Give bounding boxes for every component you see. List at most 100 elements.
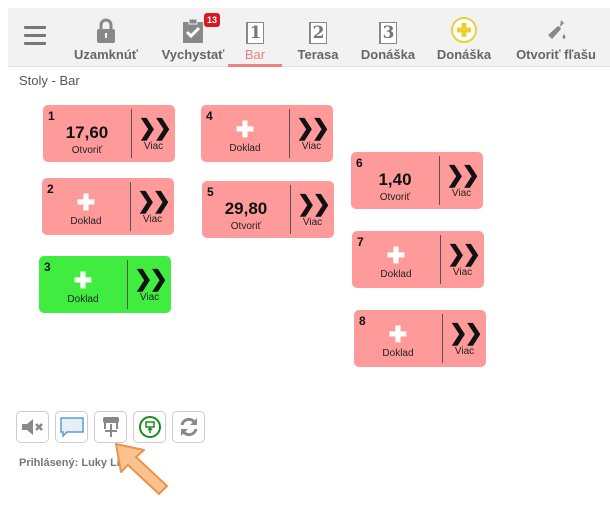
number-1-icon: 1	[246, 22, 264, 44]
plus-icon: ✚	[76, 190, 96, 215]
plus-circle-icon	[451, 17, 477, 43]
table-action-label: Doklad	[382, 348, 414, 359]
nav-label: Otvoriť fľašu	[516, 47, 596, 62]
pointer-arrow-icon	[115, 443, 168, 495]
table-number: 6	[356, 156, 363, 170]
table-number: 4	[206, 109, 213, 123]
nav-label: Uzamknúť	[73, 47, 139, 62]
table-card-2[interactable]: 2 ✚ Doklad ❯❯ Viac	[42, 178, 174, 235]
more-label: Viac	[142, 214, 163, 225]
more-label: Viac	[301, 141, 322, 152]
more-label: Viac	[143, 141, 164, 152]
table-action-label: Doklad	[67, 294, 99, 305]
more-button[interactable]: ❯❯ Viac	[131, 178, 174, 226]
more-button[interactable]: ❯❯ Viac	[128, 256, 171, 304]
table-number: 8	[359, 314, 366, 328]
double-chevron-right-icon: ❯❯	[297, 191, 331, 216]
table-action-button[interactable]: ✚ Doklad	[39, 256, 127, 313]
table-card-8[interactable]: 8 ✚ Doklad ❯❯ Viac	[354, 310, 486, 367]
double-chevron-right-icon: ❯❯	[137, 188, 171, 213]
table-card-5[interactable]: 5 29,80 Otvoriť ❯❯ Viac	[202, 181, 334, 238]
divider	[440, 235, 441, 284]
more-button[interactable]: ❯❯ Viac	[291, 181, 334, 229]
divider	[439, 156, 440, 205]
message-button[interactable]	[55, 411, 88, 443]
table-amount: 1,40	[378, 170, 412, 189]
divider	[127, 260, 128, 309]
nav-prepare[interactable]: 13 Vychystať	[148, 8, 238, 67]
divider	[130, 182, 131, 231]
refresh-button[interactable]	[172, 411, 205, 443]
plus-icon: ✚	[235, 117, 255, 142]
move-table-icon	[102, 417, 119, 437]
logged-in-user: Prihlásený: Luky LK	[19, 457, 125, 469]
more-button[interactable]: ❯❯ Viac	[440, 152, 483, 200]
transfer-icon	[138, 416, 161, 438]
move-table-button[interactable]	[94, 411, 127, 443]
table-action-label: Doklad	[70, 216, 102, 227]
nav-label: Vychystať	[161, 47, 225, 62]
table-action-button[interactable]: 29,80 Otvoriť	[202, 181, 290, 238]
table-action-button[interactable]: ✚ Doklad	[352, 231, 440, 288]
more-button[interactable]: ❯❯ Viac	[443, 310, 486, 358]
table-number: 7	[357, 235, 364, 249]
tab-bar[interactable]: 1 Bar	[228, 8, 282, 67]
hamburger-menu-icon[interactable]	[24, 26, 46, 46]
top-navbar: Uzamknúť 13 Vychystať 1 Bar 2 Terasa 3 D…	[8, 8, 610, 67]
nav-add-donaska[interactable]: Donáška	[433, 8, 495, 67]
plus-icon: ✚	[388, 322, 408, 347]
more-label: Viac	[302, 217, 323, 228]
nav-lock[interactable]: Uzamknúť	[66, 8, 146, 67]
tab-donaska[interactable]: 3 Donáška	[358, 8, 418, 67]
more-button[interactable]: ❯❯ Viac	[132, 105, 175, 153]
table-card-4[interactable]: 4 ✚ Doklad ❯❯ Viac	[201, 105, 333, 162]
table-card-6[interactable]: 6 1,40 Otvoriť ❯❯ Viac	[351, 152, 483, 209]
nav-open-bottle[interactable]: Otvoriť fľašu	[508, 8, 604, 67]
table-number: 3	[44, 260, 51, 274]
more-label: Viac	[454, 346, 475, 357]
mute-button[interactable]	[16, 411, 49, 443]
nav-label: Donáška	[436, 47, 492, 62]
table-action-button[interactable]: ✚ Doklad	[42, 178, 130, 235]
table-card-7[interactable]: 7 ✚ Doklad ❯❯ Viac	[352, 231, 484, 288]
more-label: Viac	[452, 267, 473, 278]
divider	[131, 109, 132, 158]
table-action-button[interactable]: ✚ Doklad	[201, 105, 289, 162]
double-chevron-right-icon: ❯❯	[296, 115, 330, 140]
plus-icon: ✚	[386, 243, 406, 268]
table-number: 2	[47, 182, 54, 196]
table-action-label: Otvoriť	[230, 221, 262, 232]
tab-terasa[interactable]: 2 Terasa	[290, 8, 346, 67]
nav-label: Bar	[244, 47, 266, 62]
more-button[interactable]: ❯❯ Viac	[441, 231, 484, 279]
table-action-button[interactable]: 1,40 Otvoriť	[351, 152, 439, 209]
number-3-icon: 3	[379, 22, 397, 44]
table-action-button[interactable]: ✚ Doklad	[354, 310, 442, 367]
table-number: 1	[48, 109, 55, 123]
more-button[interactable]: ❯❯ Viac	[290, 105, 333, 153]
plus-icon: ✚	[73, 268, 93, 293]
divider	[442, 314, 443, 363]
nav-label: Donáška	[360, 47, 416, 62]
table-amount: 17,60	[65, 123, 109, 142]
clipboard-check-icon	[183, 18, 203, 43]
transfer-button[interactable]	[133, 411, 166, 443]
table-amount: 29,80	[224, 199, 268, 218]
divider	[289, 109, 290, 158]
table-action-label: Doklad	[380, 269, 412, 280]
number-2-icon: 2	[309, 22, 327, 44]
table-card-3[interactable]: 3 ✚ Doklad ❯❯ Viac	[39, 256, 171, 313]
double-chevron-right-icon: ❯❯	[447, 241, 481, 266]
breadcrumb: Stoly - Bar	[19, 73, 80, 88]
message-icon	[59, 417, 84, 437]
more-label: Viac	[451, 188, 472, 199]
double-chevron-right-icon: ❯❯	[138, 115, 172, 140]
more-label: Viac	[139, 292, 160, 303]
table-action-button[interactable]: 17,60 Otvoriť	[43, 105, 131, 162]
table-number: 5	[207, 185, 214, 199]
divider	[290, 185, 291, 234]
table-card-1[interactable]: 1 17,60 Otvoriť ❯❯ Viac	[43, 105, 175, 162]
lock-icon	[97, 18, 115, 43]
double-chevron-right-icon: ❯❯	[446, 162, 480, 187]
table-action-label: Doklad	[229, 143, 261, 154]
